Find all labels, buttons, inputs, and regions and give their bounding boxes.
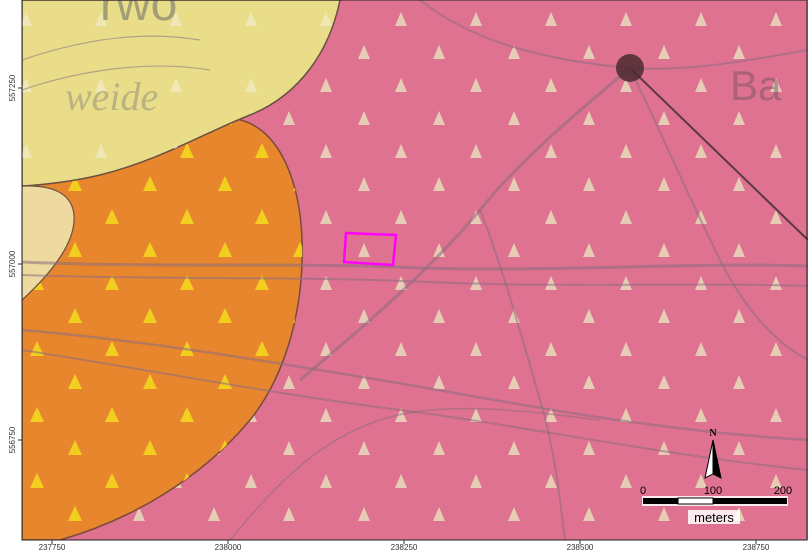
base-map-roads xyxy=(22,0,808,540)
map-layers: rwo weide Ba xyxy=(22,0,808,540)
y-tick-label: 557000 xyxy=(8,250,17,277)
scale-bar-segment-3 xyxy=(713,498,787,504)
x-tick-label: 238000 xyxy=(215,543,242,550)
yellow-unit-triangles xyxy=(22,0,340,186)
highlight-box[interactable] xyxy=(342,231,398,267)
point-feature-marker xyxy=(616,54,644,82)
map-text-weide: weide xyxy=(65,74,158,119)
y-tick-label: 557250 xyxy=(8,74,17,101)
scale-label-200: 200 xyxy=(774,485,792,497)
x-tick-label: 238750 xyxy=(743,543,770,550)
scale-bar-segment-2 xyxy=(677,497,714,505)
map-text-ba: Ba xyxy=(730,62,782,109)
scale-label-100: 100 xyxy=(704,485,722,497)
x-tick-label: 237750 xyxy=(39,543,66,550)
y-tick-label: 556750 xyxy=(8,426,17,453)
scale-unit-label: meters xyxy=(694,510,734,525)
y-axis: 557250 557000 556750 xyxy=(8,74,22,453)
scale-bar: 0 100 200 meters xyxy=(640,485,792,525)
map-border xyxy=(21,0,808,541)
x-tick-label: 238250 xyxy=(391,543,418,550)
yellow-geologic-lobe xyxy=(22,185,75,301)
scale-label-0: 0 xyxy=(640,485,646,497)
scale-bar-segment-1 xyxy=(643,498,678,504)
north-arrow-label: N xyxy=(709,428,717,439)
map-text-rwo: rwo xyxy=(100,0,177,31)
x-tick-label: 238500 xyxy=(567,543,594,550)
north-arrow-icon: N xyxy=(704,428,722,479)
orange-unit-triangles xyxy=(22,117,303,540)
x-axis: 237750 238000 238250 238500 238750 xyxy=(39,540,770,550)
